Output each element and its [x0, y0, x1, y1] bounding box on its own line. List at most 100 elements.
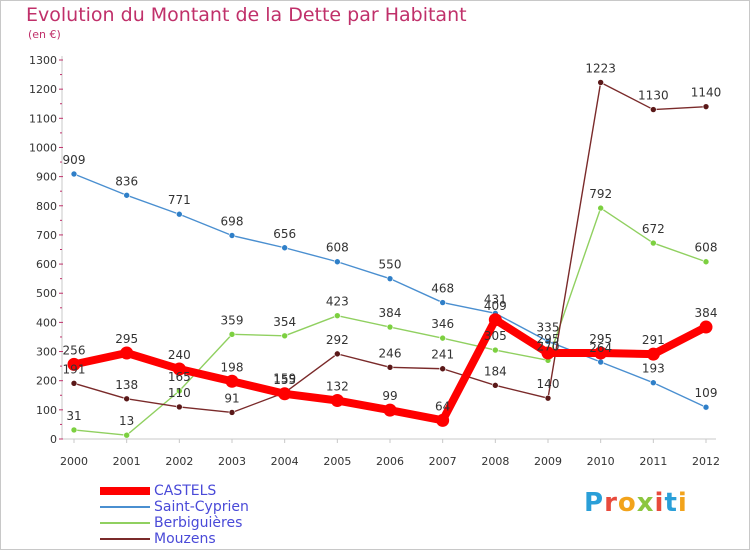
data-label: 335 [537, 320, 560, 334]
x-tick-label: 2002 [165, 455, 193, 468]
y-tick-label: 700 [36, 229, 57, 242]
data-label: 110 [168, 386, 191, 400]
data-label: 771 [168, 193, 191, 207]
series-point [436, 413, 450, 427]
chart-title: Evolution du Montant de la Dette par Hab… [26, 4, 467, 26]
legend-swatch [100, 538, 150, 540]
series-point [702, 258, 710, 266]
data-label: 792 [589, 187, 612, 201]
series-point [334, 312, 341, 319]
data-label: 109 [695, 386, 718, 400]
series-point [176, 387, 183, 395]
series-point [225, 374, 239, 388]
legend-swatch [100, 487, 150, 495]
series-point [70, 426, 78, 434]
y-tick-label: 100 [36, 404, 57, 417]
x-tick-label: 2012 [692, 455, 720, 468]
axes: 0 100 200 300 400 500 600 700 800 900 1000 1100 1200… [29, 54, 720, 468]
brand-letter: i [677, 488, 688, 518]
data-labels: 909 836 771 698 656 608 550 468 431 335 264 193 109 3… [63, 61, 722, 428]
x-tick-label: 2007 [429, 455, 457, 468]
data-label: 1130 [638, 89, 669, 103]
series-point [281, 332, 288, 340]
y-tick-label: 1100 [29, 112, 57, 125]
brand-letter: P [584, 488, 605, 518]
x-tick-label: 2004 [271, 455, 299, 468]
series-point [492, 346, 499, 354]
series-point [123, 395, 130, 403]
data-label: 409 [484, 299, 507, 313]
data-label: 292 [326, 333, 349, 347]
y-tick-label: 200 [36, 375, 57, 388]
data-label: 99 [382, 389, 397, 403]
y-tick-label: 600 [36, 258, 57, 271]
brand-letter: o [617, 488, 637, 518]
data-label: 270 [537, 339, 560, 353]
series-point [439, 365, 446, 373]
y-tick-label: 300 [36, 346, 57, 359]
legend-swatch [100, 522, 150, 524]
brand-logo: Proxiti [584, 488, 688, 518]
series-point [123, 191, 130, 199]
series-point [597, 358, 604, 366]
y-tick-label: 500 [36, 287, 57, 300]
x-tick-label: 2001 [113, 455, 141, 468]
x-tick-label: 2006 [376, 455, 404, 468]
data-label: 550 [379, 258, 402, 272]
data-label: 836 [115, 174, 138, 188]
data-label: 132 [326, 380, 349, 394]
data-label: 1140 [691, 86, 722, 100]
data-label: 264 [589, 341, 612, 355]
series-point [123, 431, 130, 439]
series-point [228, 331, 236, 338]
y-tick-label: 400 [36, 316, 57, 329]
series-point [120, 346, 134, 360]
series-point [70, 170, 78, 178]
brand-letter: i [654, 488, 665, 518]
unit-label: (en €) [28, 28, 61, 41]
series-point [439, 299, 446, 306]
data-label: 354 [273, 315, 296, 329]
series-point [278, 387, 292, 401]
data-label: 193 [642, 362, 665, 376]
data-label: 191 [63, 362, 86, 376]
data-label: 698 [221, 215, 244, 229]
data-label: 159 [273, 372, 296, 386]
y-tick-label: 1000 [29, 141, 57, 154]
series-point [594, 346, 608, 360]
series-point [488, 313, 502, 327]
data-label: 608 [326, 241, 349, 255]
x-tick-label: 2008 [481, 455, 509, 468]
series-point [702, 403, 710, 411]
data-label: 256 [63, 343, 86, 357]
legend-label: Berbiguières [154, 515, 243, 531]
data-label: 295 [115, 332, 138, 346]
series-point [281, 244, 288, 252]
data-label: 295 [537, 332, 560, 346]
series-point [597, 79, 604, 86]
series-point [544, 338, 552, 345]
series-point [541, 346, 555, 360]
legend-label: CASTELS [154, 483, 217, 499]
series-point [597, 204, 604, 212]
y-tick-label: 0 [50, 433, 57, 446]
series-point [334, 350, 341, 358]
series-point [544, 394, 552, 402]
series-point [439, 334, 446, 342]
series-point [176, 210, 183, 218]
data-label: 1223 [585, 61, 616, 75]
data-label: 246 [379, 346, 402, 360]
data-label: 608 [695, 241, 718, 255]
data-label: 384 [379, 306, 402, 320]
legend-label: Mouzens [154, 531, 216, 547]
data-label: 198 [221, 360, 244, 374]
series-point [228, 232, 236, 239]
data-label: 295 [589, 332, 612, 346]
series-layer [67, 79, 713, 439]
series-point [386, 275, 394, 282]
y-tick-label: 800 [36, 200, 57, 213]
series-point [650, 379, 657, 387]
brand-letter: t [664, 488, 678, 518]
y-tick-label: 900 [36, 171, 57, 184]
